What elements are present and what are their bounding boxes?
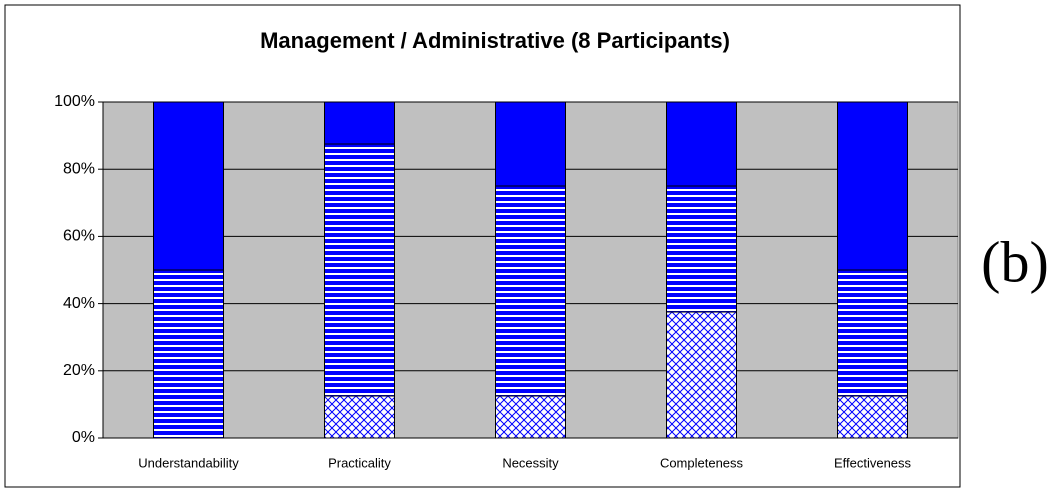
bar-segment <box>666 101 737 187</box>
bar-segment <box>153 269 224 439</box>
y-tick-label: 100% <box>54 93 95 110</box>
chart-title: Management / Administrative (8 Participa… <box>260 28 730 53</box>
bar-segment <box>324 101 395 145</box>
bar-segment <box>837 101 908 271</box>
y-tick-label: 0% <box>72 429 95 446</box>
annotation: (b) <box>981 229 1049 294</box>
y-tick-label: 40% <box>63 295 95 312</box>
y-tick-label: 80% <box>63 160 95 177</box>
bar-segment <box>666 185 737 313</box>
bar-segment <box>495 395 566 439</box>
bar-segment <box>495 185 566 397</box>
x-tick-label: Understandability <box>138 455 239 470</box>
x-tick-label: Practicality <box>328 455 391 470</box>
x-tick-label: Necessity <box>502 455 559 470</box>
x-tick-label: Completeness <box>660 455 744 470</box>
x-tick-label: Effectiveness <box>834 455 912 470</box>
bar-segment <box>837 395 908 439</box>
bar-segment <box>666 311 737 439</box>
bar-segment <box>153 101 224 271</box>
bar-segment <box>495 101 566 187</box>
bar-segment <box>324 143 395 397</box>
y-tick-label: 20% <box>63 362 95 379</box>
bar-segment <box>324 395 395 439</box>
y-tick-label: 60% <box>63 228 95 245</box>
bar-segment <box>837 269 908 397</box>
